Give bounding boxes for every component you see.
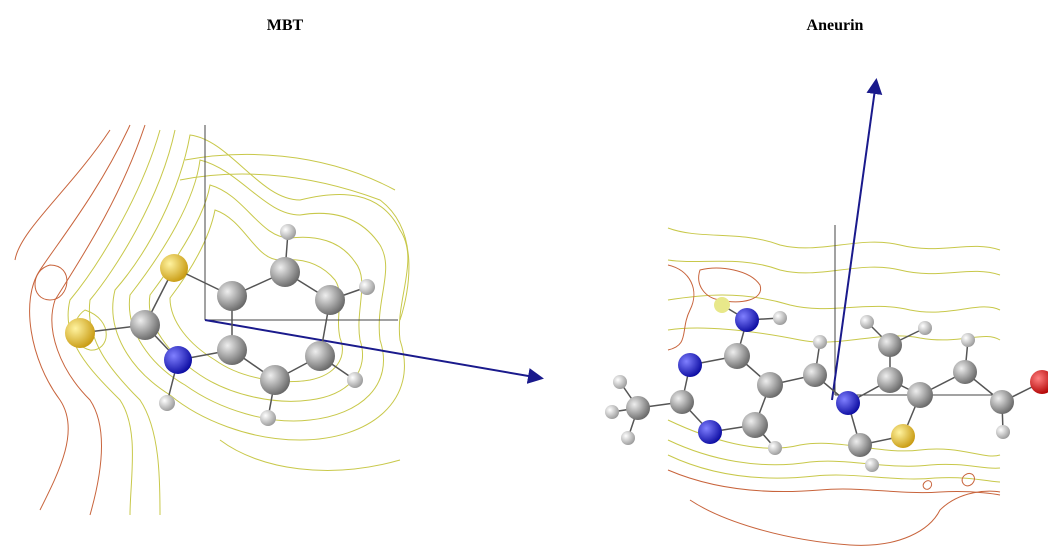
bonds (80, 232, 367, 418)
panel-title: Aneurin (807, 17, 864, 34)
figure: MBT Aneurin (0, 0, 1048, 555)
dipole-arrow (832, 82, 876, 400)
bonds (612, 305, 1042, 448)
dipole-arrow (205, 320, 540, 378)
panel-title: MBT (267, 17, 304, 34)
